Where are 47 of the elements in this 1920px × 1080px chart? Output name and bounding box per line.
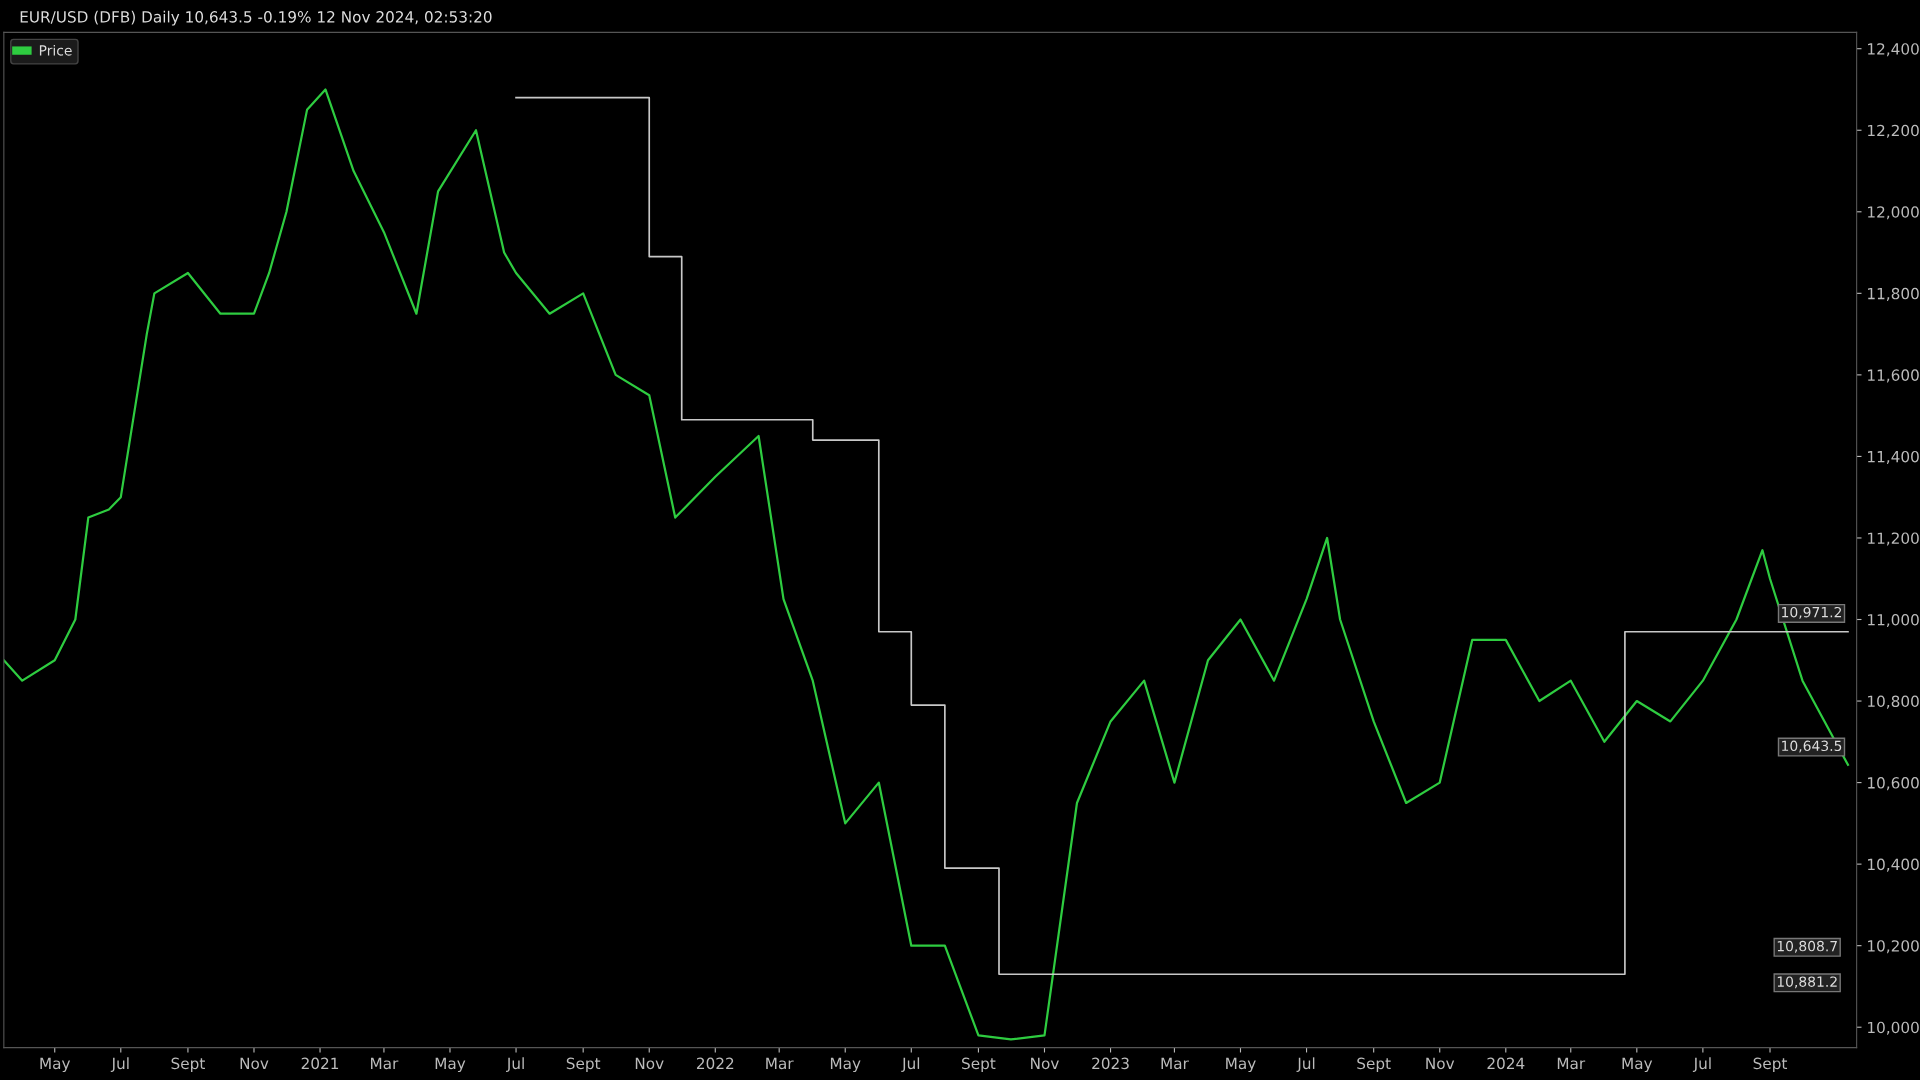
y-tick-label: 11,400 [1868, 450, 1919, 464]
annotation: 10,808.7 [1777, 940, 1837, 953]
y-tick-label: 12,200 [1868, 124, 1919, 138]
x-tick-label: May [830, 1057, 861, 1073]
x-tick-label: Jul [506, 1057, 524, 1072]
y-tick-label: 10,800 [1868, 695, 1919, 709]
x-tick-label: May [1226, 1057, 1256, 1073]
x-tick-label: Nov [1031, 1057, 1059, 1070]
x-tick-label: Nov [635, 1057, 664, 1070]
x-tick-label: Mar [766, 1057, 794, 1070]
y-tick-label: 11,800 [1868, 287, 1919, 301]
chart-title: EUR/USD (DFB) Daily 10,643.5 -0.19% 12 Nov 2024, 02:53:20 [20, 10, 492, 26]
x-tick-label: Sept [1753, 1057, 1788, 1073]
annotation: 10,971.2 [1782, 606, 1842, 619]
y-tick-label: 11,200 [1868, 532, 1919, 546]
x-tick-label: Mar [1161, 1057, 1189, 1070]
y-tick-label: 10,000 [1868, 1021, 1919, 1035]
y-tick-label: 12,400 [1868, 43, 1919, 57]
x-tick-label: Nov [240, 1057, 269, 1070]
x-tick-label: Sept [171, 1057, 205, 1073]
legend-label: Price [39, 44, 72, 56]
x-tick-label: Mar [371, 1057, 399, 1070]
y-tick-label: 11,000 [1868, 613, 1919, 628]
x-tick-label: Jul [1692, 1057, 1711, 1072]
x-tick-label: Sept [1357, 1057, 1391, 1073]
line-series [3, 88, 1850, 1041]
x-tick-label: May [40, 1057, 71, 1073]
x-tick-label: 2022 [696, 1057, 734, 1070]
x-tick-label: Sept [962, 1057, 996, 1073]
x-tick-label: May [435, 1057, 466, 1073]
x-tick-label: 2021 [301, 1057, 339, 1070]
x-tick-label: 2023 [1092, 1057, 1129, 1070]
x-tick-label: Jul [110, 1057, 129, 1072]
annotation: 10,643.5 [1782, 740, 1842, 753]
x-tick-label: Nov [1426, 1057, 1455, 1070]
x-tick-label: Mar [1557, 1057, 1586, 1070]
annotation: 10,881.2 [1777, 976, 1837, 989]
x-tick-label: Jul [901, 1057, 920, 1072]
x-tick-label: Jul [1296, 1057, 1315, 1072]
y-tick-label: 10,200 [1868, 940, 1919, 954]
x-tick-label: 2024 [1487, 1057, 1525, 1070]
y-tick-label: 12,000 [1868, 206, 1919, 220]
y-tick-label: 10,400 [1868, 858, 1919, 872]
y-tick-label: 10,600 [1868, 777, 1919, 791]
x-tick-label: Sept [566, 1057, 601, 1073]
x-tick-label: May [1622, 1057, 1653, 1073]
y-tick-label: 11,600 [1868, 369, 1919, 383]
